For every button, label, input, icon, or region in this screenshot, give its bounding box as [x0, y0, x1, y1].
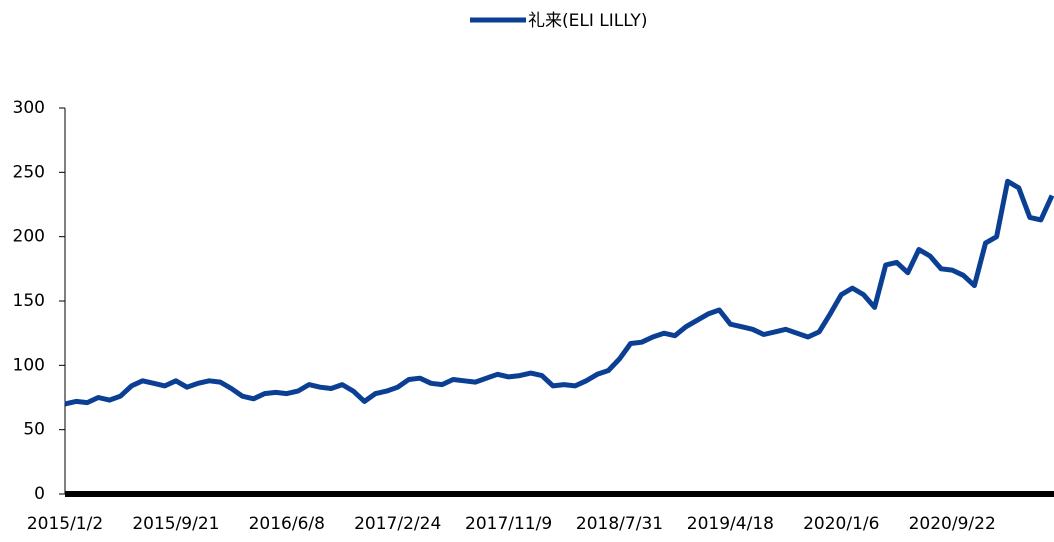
y-tick-label: 0 — [34, 484, 45, 504]
y-tick-label: 150 — [13, 291, 45, 311]
y-tick-label: 50 — [23, 420, 45, 440]
x-tick-label: 2015/1/2 — [27, 514, 103, 534]
line-series — [64, 178, 1054, 407]
x-tick-label: 2015/9/21 — [132, 514, 219, 534]
x-tick-label: 2016/6/8 — [249, 514, 325, 534]
legend-label: 礼来(ELI LILLY) — [528, 11, 647, 31]
x-tick-label: 2018/7/31 — [576, 514, 663, 534]
x-tick-label: 2020/9/22 — [909, 514, 996, 534]
y-tick-label: 100 — [13, 355, 45, 375]
x-tick-label: 2020/1/6 — [803, 514, 879, 534]
x-tick-label: 2017/11/9 — [465, 514, 552, 534]
y-tick-label: 300 — [13, 98, 45, 118]
y-tick-label: 250 — [13, 162, 45, 182]
x-tick-label: 2019/4/18 — [687, 514, 774, 534]
y-tick-label: 200 — [13, 227, 45, 247]
x-tick-label: 2017/2/24 — [354, 514, 441, 534]
